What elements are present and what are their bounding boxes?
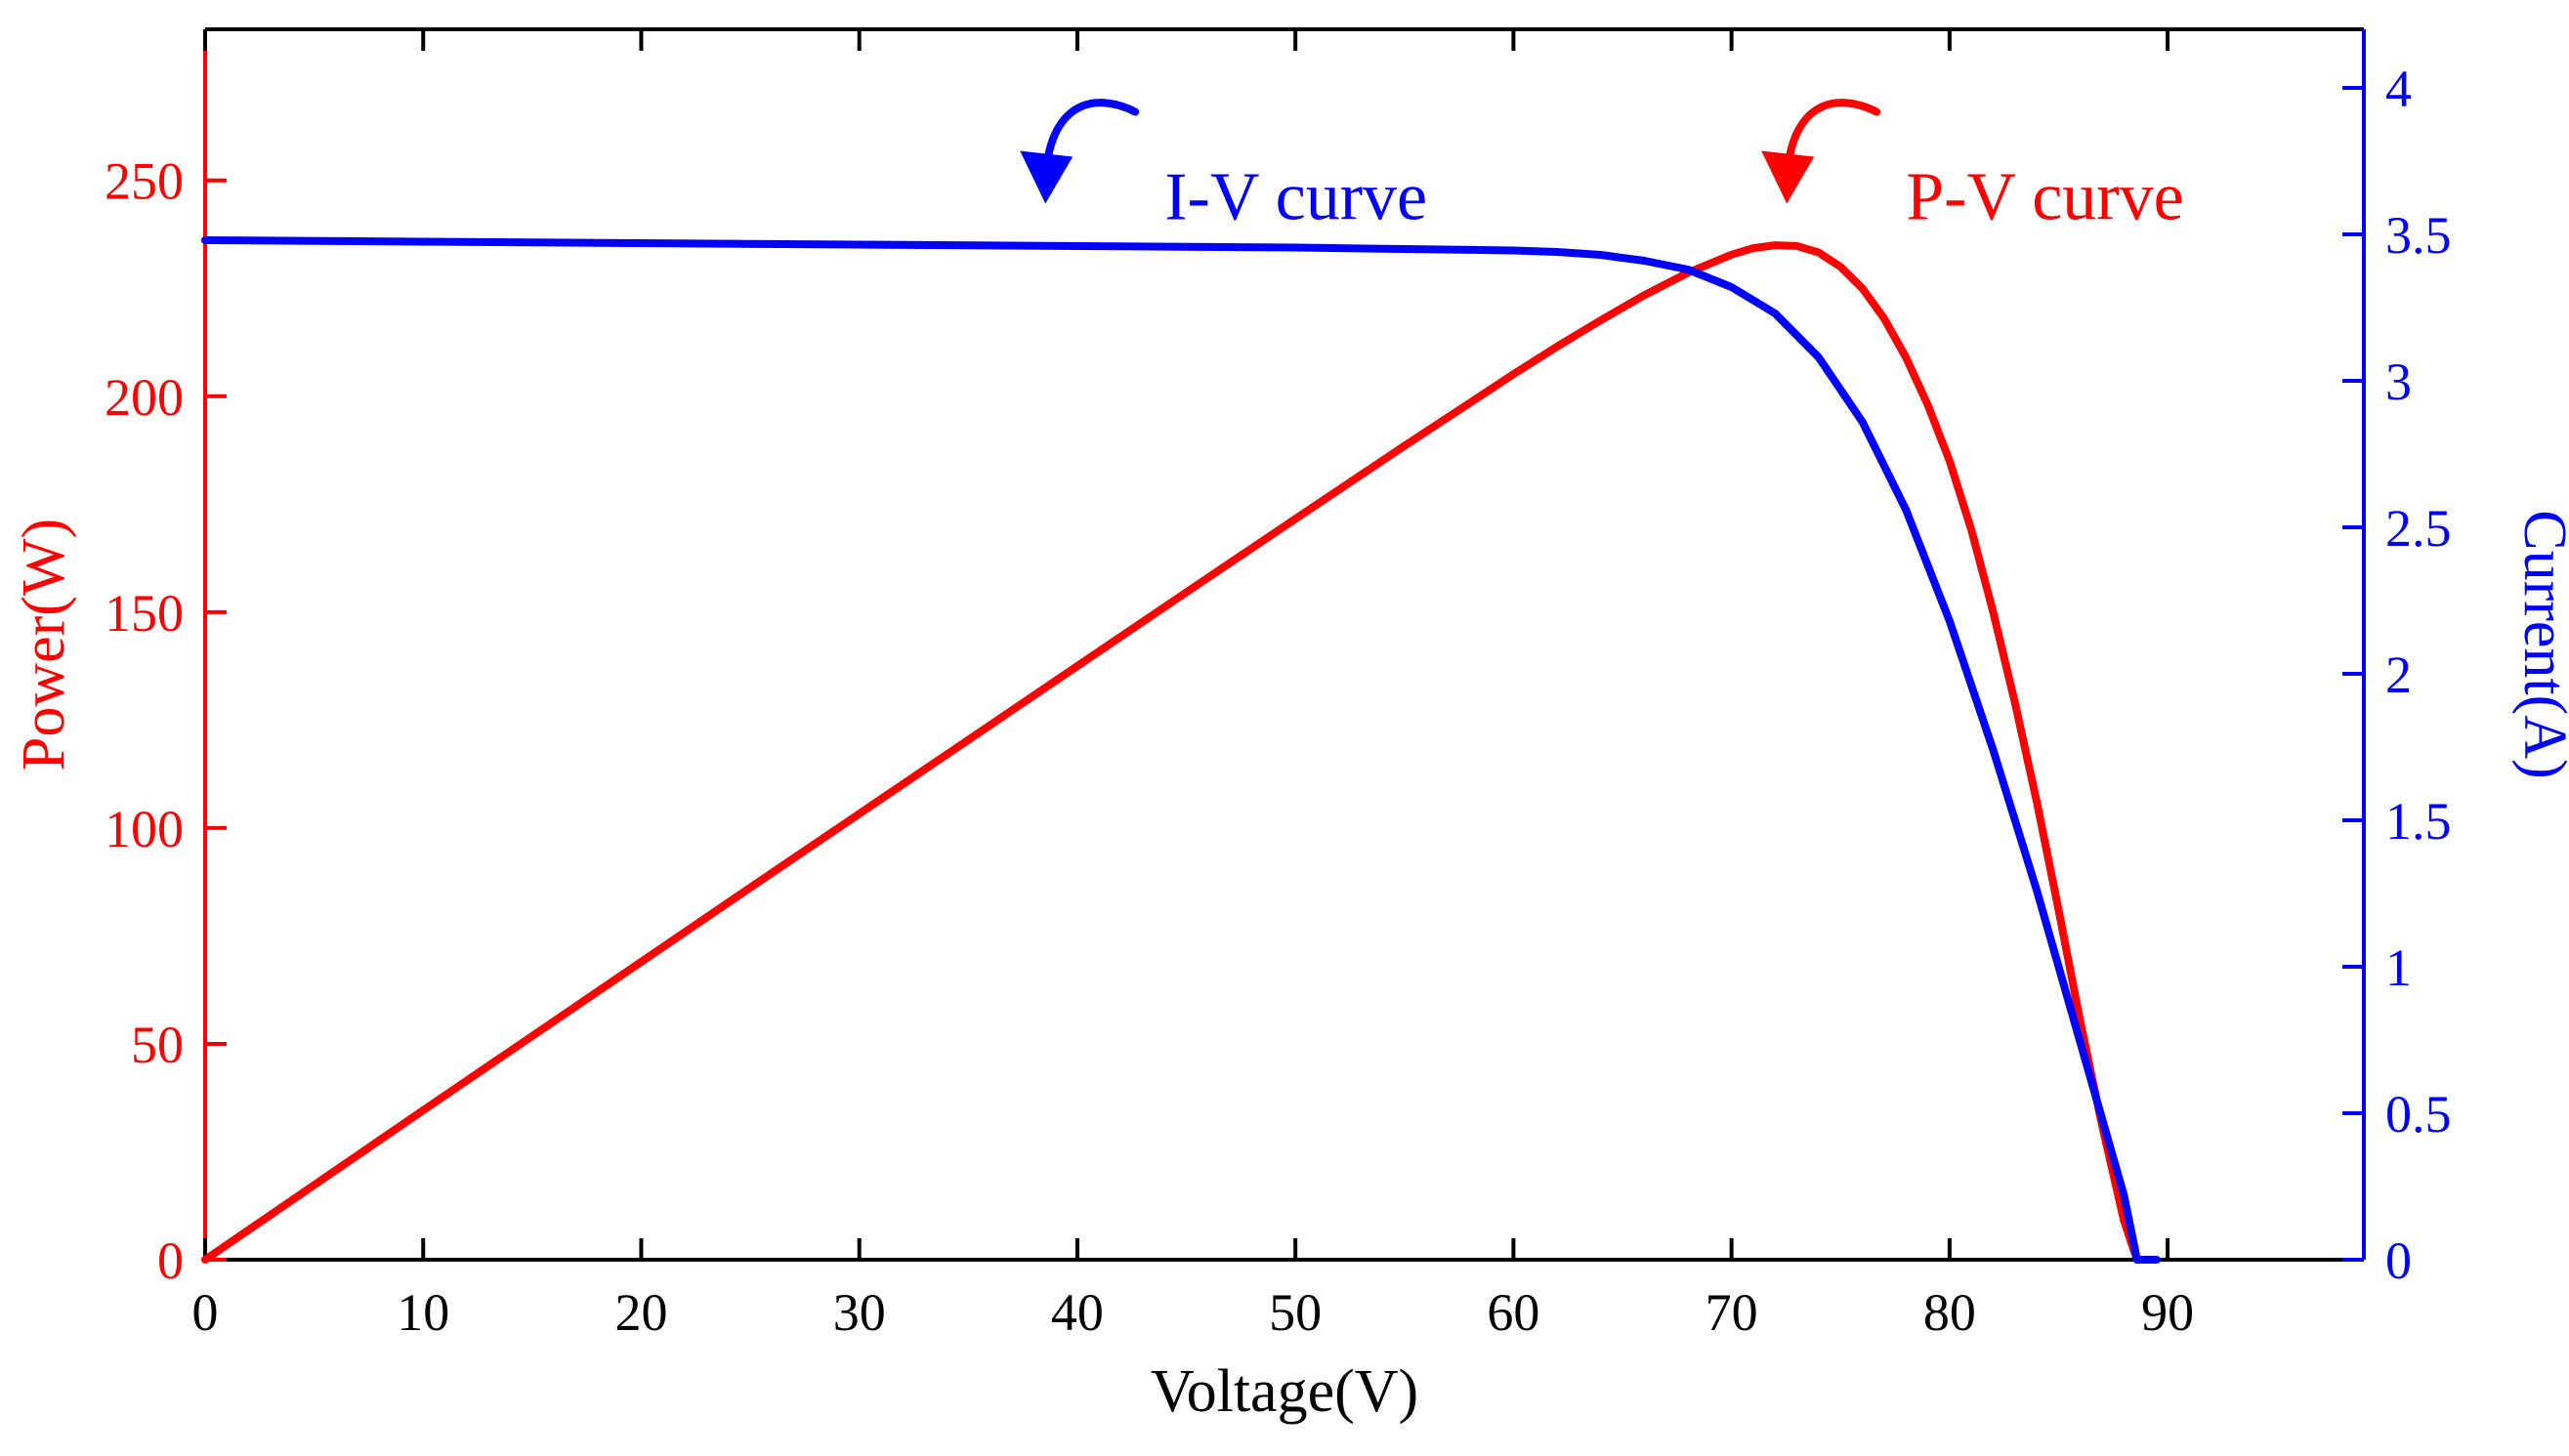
annotation-arrowhead-p-v-curve bbox=[1761, 150, 1815, 204]
y-right-tick-label: 0 bbox=[2385, 1231, 2412, 1290]
x-axis-label: Voltage(V) bbox=[1151, 1358, 1418, 1425]
x-tick-label: 0 bbox=[192, 1283, 219, 1342]
x-tick-label: 60 bbox=[1487, 1283, 1539, 1342]
y-right-tick-label: 2.5 bbox=[2385, 499, 2452, 558]
series-i-v-curve bbox=[201, 236, 2161, 1264]
annotation-i-v-curve: I-V curve bbox=[1164, 160, 1427, 235]
x-tick-label: 20 bbox=[614, 1283, 667, 1342]
x-tick-label: 80 bbox=[1923, 1283, 1976, 1342]
y-right-tick-label: 1.5 bbox=[2385, 792, 2452, 851]
y-right-tick-label: 3 bbox=[2385, 353, 2412, 411]
annotation-p-v-curve: P-V curve bbox=[1906, 160, 2183, 235]
y-left-axis-label: Power(W) bbox=[11, 519, 77, 770]
series-p-v-curve bbox=[201, 241, 2141, 1264]
y-right-tick-label: 3.5 bbox=[2385, 206, 2452, 265]
y-right-tick-label: 4 bbox=[2385, 60, 2412, 118]
x-tick-label: 50 bbox=[1269, 1283, 1322, 1342]
plot-area: 0 10 20 30 40 50 60 70 80 90 0 50 100 150 200 250 0 0.5 1 1… bbox=[11, 27, 2569, 1425]
annotation-arrowhead-i-v-curve bbox=[1020, 150, 1074, 204]
annotation-arrow-i-v-curve bbox=[1043, 99, 1140, 165]
y-left-tick-label: 200 bbox=[105, 368, 184, 427]
y-left-tick-label: 100 bbox=[105, 800, 184, 858]
x-tick-label: 70 bbox=[1706, 1283, 1758, 1342]
x-tick-label: 90 bbox=[2141, 1283, 2194, 1342]
y-right-tick-label: 1 bbox=[2385, 938, 2412, 997]
y-right-tick-label: 0.5 bbox=[2385, 1085, 2452, 1144]
x-tick-label: 10 bbox=[397, 1283, 449, 1342]
x-tick-label: 40 bbox=[1051, 1283, 1104, 1342]
y-left-tick-label: 150 bbox=[105, 584, 184, 643]
y-left-tick-label: 50 bbox=[131, 1016, 184, 1074]
y-right-axis-label: Current(A) bbox=[2511, 510, 2569, 778]
y-left-tick-label: 250 bbox=[105, 152, 184, 211]
x-tick-label: 30 bbox=[833, 1283, 886, 1342]
y-left-tick-label: 0 bbox=[157, 1231, 184, 1290]
annotation-arrow-p-v-curve bbox=[1785, 99, 1881, 165]
y-right-tick-label: 2 bbox=[2385, 645, 2412, 704]
